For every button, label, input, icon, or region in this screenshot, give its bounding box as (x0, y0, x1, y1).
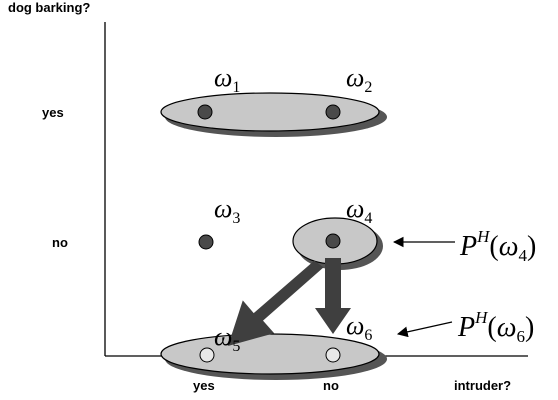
ellipse-bottom (160, 333, 380, 375)
ph-w4-label: PH(ω4) (459, 227, 536, 265)
world-label-w5: ω5 (214, 322, 240, 355)
world-w1-dot (197, 104, 213, 120)
x-tick-yes: yes (193, 378, 215, 393)
y-tick-no: no (52, 235, 68, 250)
ellipse-top (160, 92, 380, 132)
pointer-arrow-ph6 (396, 321, 453, 338)
x-axis-title: intruder? (454, 378, 511, 393)
world-w5-dot (199, 347, 215, 363)
x-tick-no: no (323, 378, 339, 393)
y-tick-yes: yes (42, 105, 64, 120)
ph-w6-label: PH(ω6) (457, 308, 534, 346)
world-w4-dot (325, 233, 341, 249)
world-w2-dot (325, 104, 341, 120)
world-label-w2: ω2 (346, 63, 372, 96)
thick-arrow-w4-to-w6 (315, 258, 351, 334)
y-axis-title: dog barking? (8, 0, 90, 15)
world-label-w3: ω3 (214, 194, 240, 227)
world-w6-dot (325, 347, 341, 363)
world-label-w1: ω1 (214, 63, 240, 96)
world-label-w4: ω4 (346, 194, 372, 227)
thick-arrow-w4-to-w5 (228, 260, 324, 346)
world-w3-dot (198, 234, 214, 250)
world-label-w6: ω6 (346, 311, 372, 344)
